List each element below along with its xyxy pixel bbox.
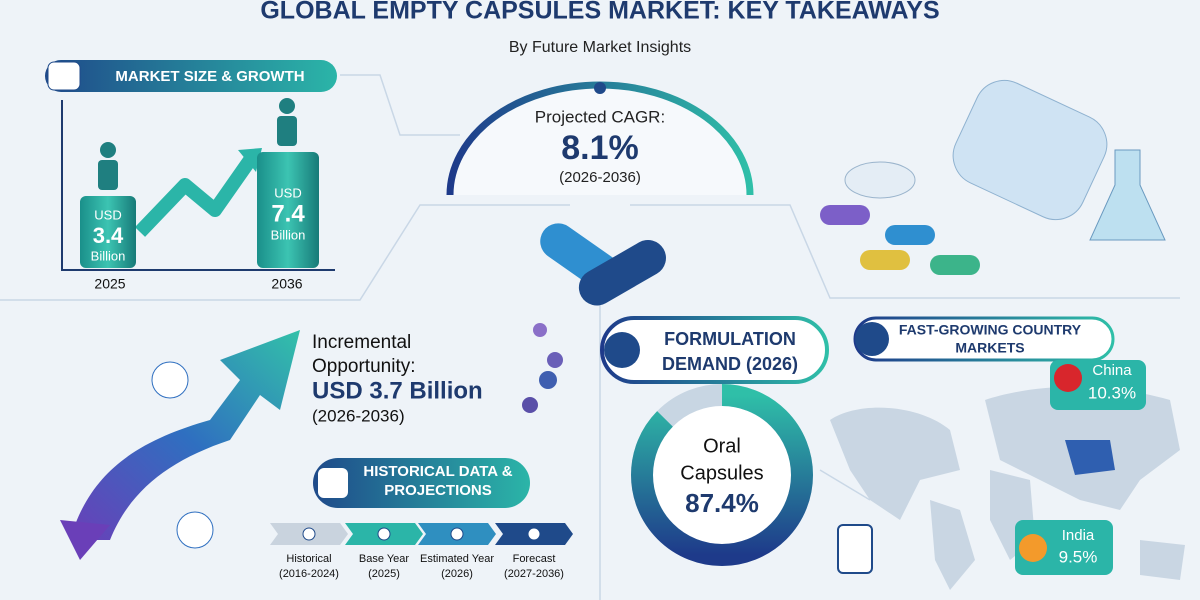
heading-pill (45, 60, 337, 92)
person (277, 116, 297, 146)
unit: Billion (271, 227, 306, 242)
step-name: Historical (286, 553, 331, 565)
timeline-node (527, 527, 541, 541)
segment: Capsules (680, 462, 763, 484)
icon (318, 468, 348, 498)
bar-2036 (257, 152, 319, 268)
country-name: China (1092, 362, 1132, 379)
bottle-icon (837, 524, 873, 574)
incremental-label: Opportunity: (312, 356, 416, 377)
step-period: (2027-2036) (504, 568, 564, 580)
value: 3.4 (93, 223, 124, 248)
timeline-node (377, 527, 391, 541)
value: 7.4 (271, 200, 305, 227)
axis (61, 100, 335, 271)
flag (1019, 534, 1047, 562)
cagr-label: Projected CAGR: (535, 107, 665, 126)
unit: Billion (91, 248, 126, 263)
currency: USD (94, 207, 121, 222)
incremental-label: Incremental (312, 332, 411, 353)
step-period: (2025) (368, 568, 400, 580)
step-name: Forecast (513, 553, 556, 565)
heading-pill (600, 316, 829, 384)
person (100, 142, 116, 158)
country-cagr: 10.3% (1088, 383, 1136, 402)
timeline-node (450, 527, 464, 541)
heading: FORMULATION (664, 329, 796, 349)
segment: Oral (703, 435, 741, 457)
growth-arrow (134, 155, 256, 237)
person (279, 98, 295, 114)
icon (855, 322, 889, 356)
heading: FAST-GROWING COUNTRY (899, 322, 1082, 338)
arrow-decor (60, 330, 300, 560)
country-box (1015, 520, 1113, 575)
incremental-value: USD 3.7 Billion (312, 377, 483, 404)
bar-2025 (80, 196, 136, 268)
country-name: India (1062, 527, 1095, 544)
title: GLOBAL EMPTY CAPSULES MARKET: KEY TAKEAW… (260, 0, 939, 25)
icon (47, 61, 81, 91)
donut-arc (631, 384, 813, 566)
year: 2036 (271, 276, 302, 292)
flag (1054, 364, 1082, 392)
timeline-node (302, 527, 316, 541)
heading: DEMAND (2026) (662, 354, 798, 374)
icon (604, 332, 640, 368)
step-period: (2016-2024) (279, 568, 339, 580)
heading: MARKET SIZE & GROWTH (115, 68, 304, 85)
dot (594, 82, 606, 94)
person (98, 160, 118, 190)
step-name: Base Year (359, 553, 409, 565)
heading: MARKETS (955, 340, 1024, 356)
share: 87.4% (685, 488, 759, 518)
year: 2025 (94, 276, 125, 292)
heading: PROJECTIONS (384, 482, 492, 499)
step-name: Estimated Year (420, 553, 494, 565)
step-period: (2026) (441, 568, 473, 580)
country-cagr: 9.5% (1059, 547, 1098, 566)
cagr-value: 8.1% (561, 129, 639, 167)
heading: HISTORICAL DATA & (363, 463, 512, 480)
capsule-decor (522, 79, 1166, 413)
subtitle: By Future Market Insights (509, 39, 691, 56)
arrowhead (238, 148, 262, 172)
incremental-period: (2026-2036) (312, 406, 405, 425)
cagr-period: (2026-2036) (559, 169, 641, 186)
heading-pill (313, 458, 530, 508)
currency: USD (274, 185, 301, 200)
